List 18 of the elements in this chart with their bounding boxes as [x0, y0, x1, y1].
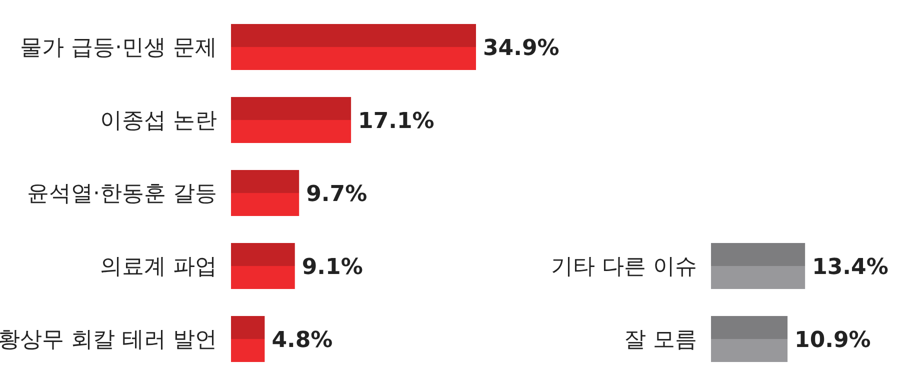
- data-label: 10.9%: [794, 328, 871, 353]
- data-label: 17.1%: [358, 108, 434, 134]
- y-tick-label: 윤석열·한동훈 갈등: [27, 181, 217, 206]
- bar: [231, 170, 300, 216]
- data-label: 34.9%: [483, 36, 560, 61]
- data-label: 9.7%: [306, 182, 368, 207]
- y-tick-label: 의료계 파업: [100, 254, 217, 280]
- y-tick-label: 물가 급등·민생 문제: [20, 35, 217, 60]
- bar: [231, 243, 295, 289]
- data-label: 4.8%: [272, 328, 333, 353]
- data-label: 9.1%: [302, 254, 363, 280]
- bar: [231, 24, 476, 70]
- bar: [231, 316, 265, 362]
- bar: [231, 97, 352, 143]
- y-tick-label: 이종섭 논란: [100, 108, 217, 134]
- y-tick-label: 잘 모름: [624, 327, 697, 352]
- y-tick-label: 기타 다른 이슈: [551, 254, 697, 280]
- data-label: 13.4%: [812, 254, 888, 280]
